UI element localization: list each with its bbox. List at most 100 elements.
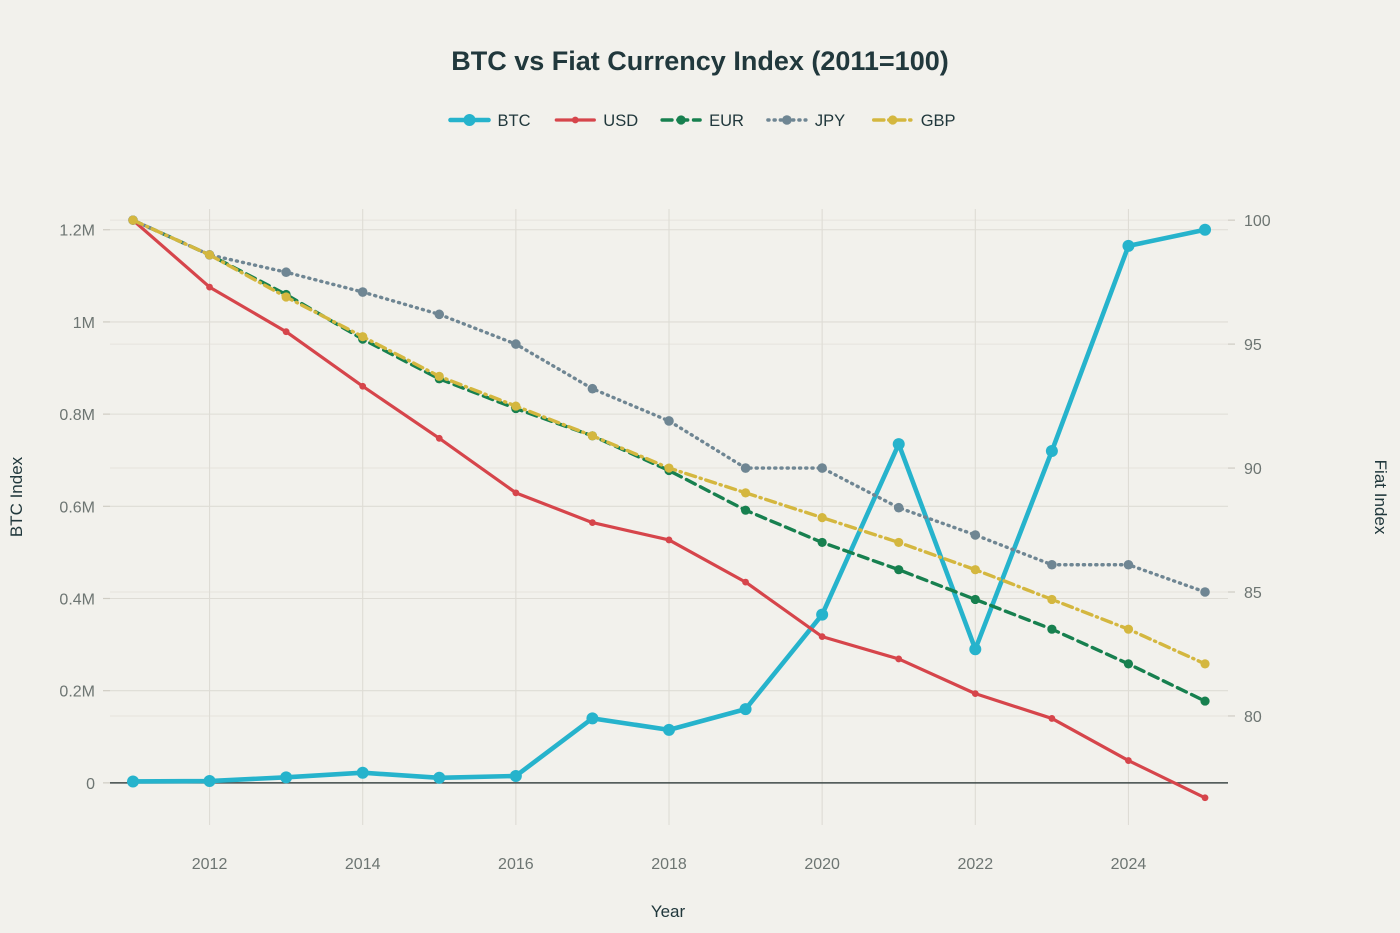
data-point-btc (280, 771, 293, 784)
data-point-jpy (740, 463, 751, 473)
data-point-eur (894, 565, 904, 575)
data-point-gbp (511, 401, 521, 411)
y-tick-label: 0 (86, 776, 95, 793)
data-point-jpy (970, 530, 981, 540)
data-point-btc (433, 771, 446, 784)
legend-item-btc[interactable]: BTC (448, 112, 531, 130)
data-point-eur (1047, 624, 1057, 634)
chart-title: BTC vs Fiat Currency Index (2011=100) (451, 46, 948, 76)
data-point-btc (739, 703, 752, 716)
data-point-gbp (358, 332, 368, 342)
data-point-usd (818, 633, 826, 641)
data-point-usd (206, 283, 213, 291)
data-point-eur (970, 594, 980, 605)
data-point-eur (817, 537, 827, 548)
data-point-usd (1048, 715, 1056, 722)
x-tick-label: 2024 (1111, 856, 1147, 873)
y2-tick-label: 90 (1244, 461, 1262, 478)
data-point-gbp (281, 292, 291, 302)
data-series (126, 215, 1212, 802)
y-tick-label: 0.4M (59, 591, 95, 608)
x-axis-title: Year (651, 902, 686, 921)
y2-tick-label: 85 (1244, 585, 1262, 602)
data-point-btc (126, 775, 139, 788)
data-point-gbp (740, 488, 751, 498)
data-point-usd (895, 655, 903, 663)
y-axis-left-title: BTC Index (7, 456, 26, 537)
data-point-btc (892, 438, 905, 451)
x-tick-label: 2020 (804, 856, 840, 873)
y2-tick-label: 95 (1244, 337, 1262, 354)
data-point-btc (1122, 239, 1135, 252)
y-tick-label: 1.2M (59, 223, 95, 240)
data-point-jpy (434, 309, 445, 320)
x-tick-label: 2016 (498, 856, 534, 873)
data-point-eur (740, 505, 751, 515)
legend-item-jpy[interactable]: JPY (766, 112, 845, 130)
data-point-jpy (1047, 559, 1057, 570)
data-point-jpy (511, 339, 521, 349)
data-point-jpy (893, 502, 904, 513)
data-point-gbp (128, 215, 138, 225)
data-point-btc (816, 608, 829, 621)
data-point-gbp (664, 463, 674, 473)
data-point-btc (356, 766, 369, 779)
data-point-usd (589, 519, 596, 526)
y-tick-label: 0.6M (59, 499, 95, 516)
legend-marker-gbp (888, 115, 898, 125)
data-point-btc (586, 712, 599, 725)
legend-item-eur[interactable]: EUR (660, 112, 744, 130)
legend-marker-jpy (782, 115, 792, 125)
data-point-jpy (1200, 587, 1210, 597)
data-point-btc (1199, 223, 1212, 236)
data-point-btc (1045, 444, 1058, 457)
y-axis-left-ticks: 0 0.2M 0.4M 0.6M 0.8M 1M 1.2M (59, 223, 110, 793)
data-point-gbp (970, 565, 980, 575)
x-tick-label: 2012 (192, 856, 228, 873)
data-point-btc (203, 775, 216, 788)
legend-item-usd[interactable]: USD (554, 112, 638, 130)
data-point-gbp (817, 513, 827, 523)
data-point-jpy (357, 287, 368, 297)
series-gbp (128, 215, 1210, 669)
chart-legend: BTC USD EUR JPY GBP (448, 112, 956, 130)
series-jpy (128, 215, 1210, 597)
legend-item-gbp[interactable]: GBP (872, 112, 956, 130)
data-point-usd (282, 328, 290, 336)
legend-label-jpy: JPY (815, 112, 845, 130)
data-point-usd (435, 434, 443, 442)
data-point-btc (509, 769, 522, 782)
data-point-jpy (587, 383, 598, 394)
legend-label-gbp: GBP (921, 112, 956, 130)
y-tick-label: 0.2M (59, 684, 95, 701)
data-point-jpy (664, 416, 674, 426)
x-tick-label: 2018 (651, 856, 687, 873)
data-point-usd (971, 690, 979, 698)
data-point-usd (1201, 794, 1209, 802)
y2-tick-label: 100 (1244, 213, 1271, 230)
series-btc (126, 223, 1212, 788)
data-point-gbp (204, 250, 215, 260)
series-usd (129, 216, 1209, 802)
legend-marker-usd (571, 116, 579, 124)
data-point-gbp (1123, 624, 1134, 634)
x-tick-label: 2022 (958, 856, 994, 873)
data-point-gbp (434, 371, 444, 381)
data-point-btc (663, 723, 675, 736)
data-point-gbp (1047, 594, 1057, 605)
data-point-eur (1123, 659, 1134, 669)
legend-marker-eur (676, 115, 686, 125)
data-point-gbp (894, 537, 904, 548)
y2-tick-label: 80 (1244, 709, 1262, 726)
x-axis-ticks: 2012 2014 2016 2018 2020 2022 2024 (192, 856, 1147, 873)
x-tick-label: 2014 (345, 856, 381, 873)
data-point-usd (1125, 757, 1132, 764)
data-point-btc (969, 643, 982, 656)
legend-label-btc: BTC (498, 112, 531, 130)
data-point-usd (512, 489, 520, 497)
data-point-gbp (1200, 659, 1210, 669)
data-point-jpy (281, 267, 291, 278)
data-point-gbp (587, 431, 598, 441)
